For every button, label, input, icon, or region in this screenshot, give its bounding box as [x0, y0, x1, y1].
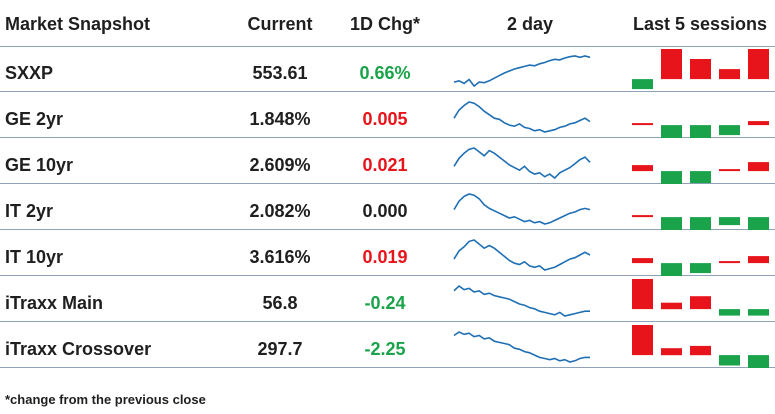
sparkline-path	[453, 101, 591, 133]
last-5-sessions-bars	[632, 162, 769, 184]
session-bar	[661, 49, 682, 80]
current-value: 297.7	[257, 339, 303, 359]
session-bar	[748, 256, 769, 264]
session-bar	[719, 169, 740, 172]
session-bar	[748, 309, 769, 316]
two-day-sparkline	[453, 55, 591, 88]
session-bar	[632, 215, 653, 218]
session-bar	[690, 263, 711, 274]
session-bar	[661, 217, 682, 230]
current-value: 1.848%	[249, 109, 311, 129]
last-5-sessions-bars	[632, 279, 769, 316]
session-bar	[690, 345, 711, 356]
last-5-sessions-bars	[632, 256, 769, 276]
session-bar	[690, 296, 711, 310]
session-bar	[690, 125, 711, 138]
session-bar	[661, 302, 682, 310]
last-5-sessions-bars	[632, 49, 769, 90]
header-two-day: 2 day	[506, 14, 554, 34]
current-value: 2.082%	[249, 201, 311, 221]
current-value: 3.616%	[249, 247, 311, 267]
header-row: Market Snapshot Current 1D Chg* 2 day La…	[0, 0, 775, 47]
instrument-name: IT 2yr	[5, 201, 54, 221]
session-bar	[632, 279, 653, 310]
sparkline-path	[453, 284, 590, 317]
session-bar	[748, 355, 769, 368]
session-bar	[661, 263, 682, 276]
header-change: 1D Chg*	[349, 14, 420, 34]
two-day-sparkline	[453, 239, 591, 271]
change-value: 0.005	[362, 109, 408, 129]
last-5-sessions-bars	[632, 215, 769, 230]
session-bar	[661, 348, 682, 356]
session-bar	[719, 69, 740, 80]
session-bar	[632, 165, 653, 172]
session-bar	[690, 217, 711, 230]
instrument-name: GE 10yr	[5, 155, 74, 175]
current-value: 2.609%	[249, 155, 311, 175]
session-bar	[632, 258, 653, 264]
table-row: GE 2yr 1.848% 0.005	[0, 92, 775, 138]
change-value: 0.021	[362, 155, 408, 175]
change-value: 0.019	[362, 247, 408, 267]
session-bar	[632, 325, 653, 356]
table-row: SXXP 553.61 0.66%	[0, 46, 775, 92]
change-value: -0.24	[364, 293, 406, 313]
current-value: 553.61	[252, 63, 308, 83]
two-day-sparkline	[453, 193, 591, 225]
two-day-sparkline	[453, 331, 590, 363]
sparkline-path	[453, 193, 591, 225]
two-day-sparkline	[453, 284, 590, 317]
instrument-name: iTraxx Main	[5, 293, 104, 313]
last-5-sessions-bars	[632, 325, 769, 368]
session-bar	[719, 309, 740, 316]
session-bar	[748, 162, 769, 172]
instrument-name: SXXP	[5, 63, 54, 83]
change-value: 0.000	[362, 201, 408, 221]
session-bar	[748, 217, 769, 230]
session-bar	[632, 123, 653, 126]
session-bar	[719, 125, 740, 136]
table-row: IT 2yr 2.082% 0.000	[0, 184, 775, 230]
sparkline-path	[453, 55, 591, 88]
session-bar	[661, 171, 682, 184]
session-bar	[719, 261, 740, 264]
sparkline-path	[453, 239, 591, 271]
current-value: 56.8	[262, 293, 298, 313]
session-bar	[661, 125, 682, 138]
two-day-sparkline	[453, 101, 591, 133]
instrument-name: IT 10yr	[5, 247, 64, 267]
header-title: Market Snapshot	[5, 14, 151, 34]
table-row: GE 10yr 2.609% 0.021	[0, 138, 775, 184]
session-bar	[748, 121, 769, 126]
sparkline-path	[453, 147, 591, 180]
session-bar	[632, 79, 653, 90]
session-bar	[748, 49, 769, 80]
table-row: IT 10yr 3.616% 0.019	[0, 230, 775, 276]
session-bar	[690, 59, 711, 80]
session-bar	[690, 171, 711, 184]
change-value: -2.25	[364, 339, 406, 359]
table-row: iTraxx Crossover 297.7 -2.25	[0, 322, 775, 368]
last-5-sessions-bars	[632, 121, 769, 138]
header-current: Current	[247, 14, 313, 34]
table-row: iTraxx Main 56.8 -0.24	[0, 276, 775, 322]
two-day-sparkline	[453, 147, 591, 180]
change-value: 0.66%	[359, 63, 411, 83]
sparkline-path	[453, 331, 590, 363]
instrument-name: iTraxx Crossover	[5, 339, 152, 359]
session-bar	[719, 355, 740, 366]
header-last-5-sessions: Last 5 sessions	[632, 14, 768, 34]
instrument-name: GE 2yr	[5, 109, 64, 129]
session-bar	[719, 217, 740, 226]
footnote: *change from the previous close	[5, 392, 206, 407]
